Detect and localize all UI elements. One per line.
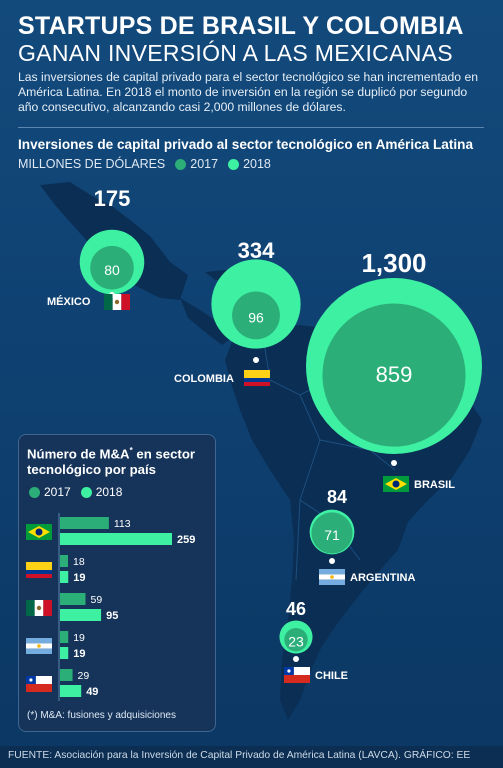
bubble-2017-méxico — [90, 245, 134, 290]
bar-label-2017-argentina: 19 — [73, 632, 85, 644]
legend-dot-2017 — [175, 158, 187, 170]
bar-2018-méxico — [60, 609, 102, 621]
inset-title-part1: Número de M&A — [27, 446, 130, 462]
flag-ma-argentina-icon — [26, 638, 52, 654]
bar-2018-chile — [60, 685, 82, 697]
inset-title: Número de M&A* en sector tecnológico por… — [27, 443, 211, 478]
inset-title-part2: en sector tecnológico por país — [27, 446, 196, 478]
bar-label-2018-méxico: 95 — [106, 610, 118, 622]
country-label-colombia: COLOMBIA — [174, 373, 234, 385]
intro-text: Las inversiones de capital privado para … — [18, 70, 479, 114]
bar-label-2018-colombia: 19 — [73, 572, 85, 584]
flag-ma-colombia-icon — [26, 562, 52, 578]
bar-label-2017-chile: 29 — [78, 670, 90, 682]
inset-legend-dot-2017 — [29, 486, 40, 498]
value-label-2017-colombia: 96 — [248, 309, 264, 325]
inset-title-asterisk: * — [129, 446, 133, 455]
divider — [18, 127, 484, 128]
location-dot-chile — [293, 656, 299, 662]
bar-2018-colombia — [60, 571, 69, 583]
inset-legend-label-2018: 2018 — [95, 485, 123, 499]
headline-line1: STARTUPS DE BRASIL Y COLOMBIA — [18, 12, 464, 40]
bar-label-2018-argentina: 19 — [73, 648, 85, 660]
location-dot-colombia — [253, 357, 259, 363]
chart-title: Inversiones de capital privado al sector… — [18, 137, 474, 152]
bubble-layer: 80 175 MÉXICO 96 334 COLOMBIA 859 1,300 BRASIL 71… — [47, 186, 482, 683]
flag-argentina-icon — [319, 569, 345, 585]
bar-2017-colombia — [60, 555, 68, 567]
location-dot-brasil — [391, 460, 397, 466]
inset-legend: 2017 2018 — [25, 485, 122, 499]
inset-legend-dot-2018 — [80, 486, 92, 498]
bar-label-2018-chile: 49 — [86, 686, 98, 698]
flag-brasil-icon — [383, 476, 409, 492]
inset-legend-label-2017: 2017 — [44, 485, 71, 499]
unit-legend-row: MILLONES DE DÓLARES 2017 2018 — [18, 157, 271, 171]
unit-label: MILLONES DE DÓLARES — [18, 157, 166, 171]
value-label-2017-méxico: 80 — [104, 262, 120, 278]
country-label-argentina: ARGENTINA — [350, 572, 415, 584]
source-bar: FUENTE: Asociación para la Inversión de … — [0, 746, 503, 768]
bubble-2017-chile — [284, 627, 308, 652]
flag-colombia-icon — [244, 370, 270, 386]
flag-ma-méxico-icon — [26, 600, 52, 616]
value-label-2018-chile: 46 — [286, 599, 306, 619]
country-label-méxico: MÉXICO — [47, 295, 91, 308]
bubble-2017-argentina — [311, 512, 353, 554]
bar-2017-brasil — [60, 517, 109, 529]
source-text: FUENTE: Asociación para la Inversión de … — [8, 750, 471, 761]
value-label-2017-brasil: 859 — [376, 362, 413, 387]
bar-2018-argentina — [60, 647, 69, 659]
flag-chile-icon — [284, 667, 310, 683]
bubble-2017-colombia — [232, 291, 280, 340]
ma-inset-panel: Número de M&A* en sector tecnológico por… — [18, 434, 216, 732]
inset-footnote: (*) M&A: fusiones y adquisiciones — [27, 710, 176, 721]
legend-label-2017: 2017 — [190, 157, 219, 171]
value-label-2017-chile: 23 — [288, 634, 304, 650]
bar-2017-argentina — [60, 631, 69, 643]
value-label-2018-brasil: 1,300 — [361, 248, 426, 278]
value-label-2018-colombia: 334 — [238, 238, 275, 263]
legend-dot-2018 — [228, 158, 240, 170]
bar-2017-chile — [60, 669, 73, 681]
flag-méxico-icon — [104, 294, 130, 310]
bar-2018-brasil — [60, 533, 172, 545]
bar-label-2018-brasil: 259 — [177, 534, 195, 546]
legend-label-2018: 2018 — [243, 157, 271, 171]
land-central-america — [180, 298, 232, 345]
location-dot-argentina — [329, 558, 335, 564]
value-label-2017-argentina: 71 — [324, 527, 340, 543]
bar-2017-méxico — [60, 593, 86, 605]
bar-label-2017-méxico: 59 — [91, 594, 103, 606]
bar-label-2017-brasil: 113 — [114, 518, 131, 530]
bar-label-2017-colombia: 18 — [73, 556, 85, 568]
country-borders — [261, 329, 396, 581]
value-label-2018-argentina: 84 — [327, 487, 347, 507]
country-label-brasil: BRASIL — [414, 479, 455, 491]
headline-line2: GANAN INVERSIÓN A LAS MEXICANAS — [18, 40, 453, 66]
bubble-2017-brasil — [322, 303, 466, 447]
value-label-2018-méxico: 175 — [94, 186, 131, 211]
country-label-chile: CHILE — [315, 670, 348, 682]
flag-ma-chile-icon — [26, 676, 52, 692]
flag-ma-brasil-icon — [26, 524, 52, 540]
